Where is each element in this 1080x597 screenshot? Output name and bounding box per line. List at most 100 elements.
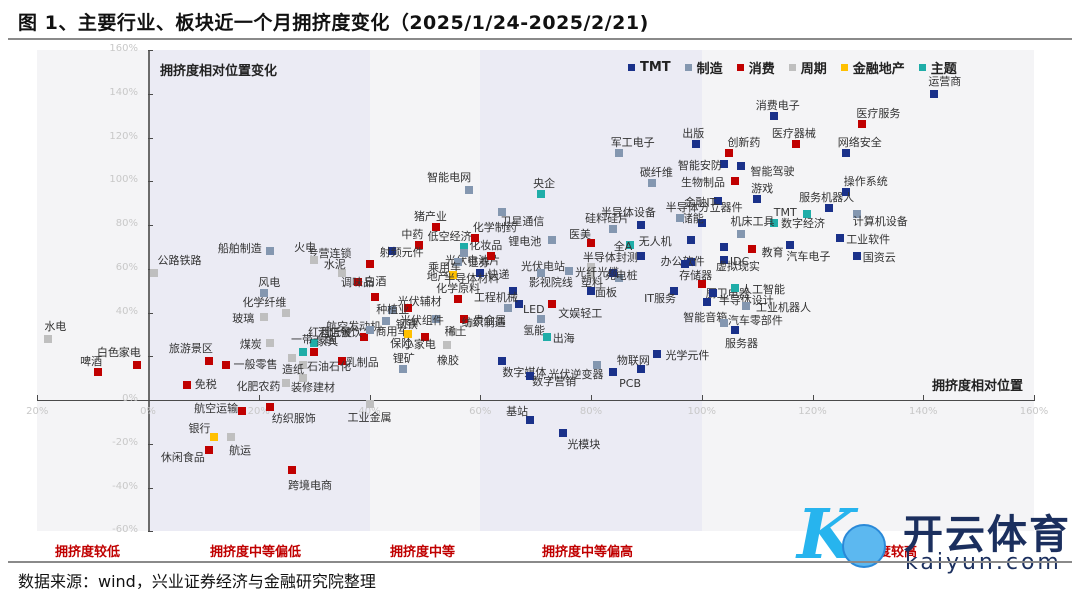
data-point-marker <box>559 428 568 437</box>
data-point-label: 乘用车 <box>428 261 462 275</box>
data-point-marker <box>382 317 391 326</box>
zone-label: 拥挤度中等偏低 <box>210 545 302 560</box>
data-point-label: 玻璃 <box>232 311 255 325</box>
data-point-marker <box>260 288 269 297</box>
data-point-label: 光伏逆变器 <box>548 368 604 381</box>
data-point-marker <box>265 402 274 411</box>
data-point-label: 半导体设计 <box>718 293 774 307</box>
y-tick-mark <box>148 400 153 401</box>
top-divider <box>8 38 1072 40</box>
data-point-marker <box>587 262 595 271</box>
data-point-marker <box>747 245 756 254</box>
data-point-label: 光模块 <box>567 437 601 451</box>
data-point-marker <box>681 260 690 269</box>
data-point-label: 中药 <box>401 227 424 241</box>
y-tick-mark <box>148 181 153 183</box>
data-point-label: 休闲食品 <box>160 451 205 465</box>
data-point-marker <box>365 260 374 269</box>
x-tick-label: 120% <box>798 406 827 417</box>
y-tick-mark <box>148 137 153 139</box>
data-point-marker <box>431 223 440 232</box>
x-tick-label: 80% <box>579 406 603 417</box>
x-tick-mark <box>258 395 260 400</box>
data-point-marker <box>498 207 507 216</box>
y-axis-line <box>148 50 150 531</box>
data-point-marker <box>537 315 546 324</box>
data-point-label: 钢铁 <box>395 318 418 332</box>
data-point-label: 纺织服饰 <box>271 411 316 425</box>
data-point-marker <box>526 415 535 424</box>
data-point-label: 游戏 <box>751 181 774 195</box>
data-point-label: 水泥 <box>323 258 346 272</box>
data-point-marker <box>841 148 850 157</box>
data-point-marker <box>287 466 296 474</box>
data-point-label: 光纤光缆 <box>575 266 620 280</box>
data-point-marker <box>387 247 396 256</box>
x-tick-mark <box>701 395 703 400</box>
data-point-label: 消费电子 <box>755 98 800 112</box>
data-point-label: 文娱轻工 <box>558 306 603 320</box>
data-point-label: 小家电 <box>402 337 436 351</box>
data-point-label: 出版 <box>682 127 705 141</box>
data-point-label: 化学制药 <box>472 221 517 235</box>
y-tick-mark <box>148 443 153 445</box>
legend-swatch-icon <box>684 64 692 71</box>
data-point-label: 石油石化 <box>307 360 352 373</box>
y-tick-mark <box>148 531 153 533</box>
data-point-marker <box>287 354 296 363</box>
data-point-marker <box>802 210 811 219</box>
data-point-marker <box>149 269 158 278</box>
legend-label: TMT <box>640 60 671 75</box>
data-point-marker <box>614 273 623 282</box>
y-tick-label: 120% <box>109 130 138 142</box>
data-point-label: 旅游景区 <box>168 341 213 355</box>
y-tick-mark <box>148 356 153 358</box>
y-tick-label: -20% <box>112 436 138 448</box>
scatter-plot: 160% 140% 120% 100% 80% 60% 40% 20% 0% -20% -40% -6… <box>26 43 1048 535</box>
data-point-marker <box>730 177 739 186</box>
data-point-marker <box>470 234 479 243</box>
legend-label: 周期 <box>800 62 827 77</box>
y-tick-label: 40% <box>115 305 138 317</box>
data-point-marker <box>310 256 319 264</box>
data-point-marker <box>708 288 717 297</box>
data-point-marker <box>459 242 468 251</box>
data-point-marker <box>310 339 319 348</box>
x-tick-mark <box>812 395 814 400</box>
y-tick-label: 140% <box>109 86 138 98</box>
legend-swatch-icon <box>628 64 635 71</box>
background-band <box>701 50 1034 531</box>
background-band <box>369 50 481 531</box>
data-point-marker <box>404 304 413 313</box>
data-point-marker <box>786 240 795 249</box>
data-point-label: 公路铁路 <box>157 254 202 268</box>
data-point-marker <box>725 148 734 157</box>
x-axis-line <box>37 400 1035 401</box>
data-point-label: 证券 <box>467 256 490 270</box>
data-point-marker <box>753 194 762 203</box>
data-point-label: 医疗器械 <box>771 127 816 141</box>
data-point-label: 汽车零部件 <box>727 314 783 328</box>
data-point-label: 智能音箱 <box>683 310 728 324</box>
data-point-marker <box>703 297 712 306</box>
data-point-label: 服务器 <box>724 337 758 350</box>
data-point-marker <box>526 371 535 380</box>
data-point-label: 白酒 <box>364 274 387 288</box>
x-tick-mark <box>1034 395 1035 400</box>
y-tick-label: 100% <box>109 174 138 186</box>
data-point-label: 光伏电站 <box>521 259 565 273</box>
data-point-label: 卫星通信 <box>500 214 545 228</box>
x-tick-label: 0% <box>140 406 156 417</box>
data-point-marker <box>448 271 457 280</box>
data-point-marker <box>431 315 440 324</box>
data-point-marker <box>537 190 546 199</box>
data-point-marker <box>614 148 623 157</box>
y-tick-label: 80% <box>115 218 138 229</box>
y-tick-mark <box>148 312 153 314</box>
data-point-marker <box>299 374 308 383</box>
legend: TMT 制造 消费 周期 金融地产 主题 <box>628 58 957 77</box>
data-point-label: 商用车 <box>375 325 409 338</box>
legend-label: 金融地产 <box>852 62 905 77</box>
data-point-label: 贵金属 <box>473 314 507 328</box>
y-tick-label: -40% <box>112 480 138 492</box>
